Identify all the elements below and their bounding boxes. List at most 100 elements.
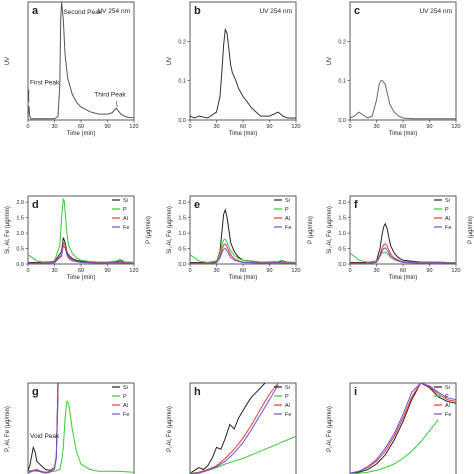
x-tick-label: 30 xyxy=(51,124,57,130)
series-line-p xyxy=(350,251,456,264)
y-axis-label: UV xyxy=(167,57,173,65)
y-tick-label: 2.0 xyxy=(338,200,346,206)
series-line-p xyxy=(350,419,439,474)
series-line-fe xyxy=(350,383,456,474)
y-tick-label: 1.0 xyxy=(178,231,186,237)
plot-frame xyxy=(189,382,297,474)
y-axis-label: Si, Al, Fe (µg/min) xyxy=(167,206,173,254)
x-tick-label: 60 xyxy=(78,124,84,130)
series-line-fe xyxy=(190,384,279,474)
y2-axis-label: P (µg/min) xyxy=(308,216,314,244)
legend-label: Si xyxy=(123,198,128,204)
x-axis-label: Time (min) xyxy=(67,275,95,281)
peak-label: Third Peak xyxy=(94,91,126,98)
x-tick-label: 60 xyxy=(400,268,406,274)
plot-frame xyxy=(27,1,135,121)
legend-label: Si xyxy=(445,385,450,391)
legend-label: P xyxy=(445,394,449,400)
x-tick-label: 60 xyxy=(240,124,246,130)
plot-frame xyxy=(189,1,297,121)
x-axis-label: Time (min) xyxy=(229,275,257,281)
panel-c: 0 30 60 90 120 Time (min) 0.0 0.1 0.2 UV c UV 254 n… xyxy=(327,1,461,137)
y-tick-label: 0.1 xyxy=(338,79,346,85)
plot-frame xyxy=(349,382,457,474)
y2-axis-label: P (µg/min) xyxy=(146,216,152,244)
panel-d: 0 30 60 90 120 Time (min) 0.0 0.5 1.0 1.5 2.0 Si, A… xyxy=(5,195,152,281)
panel-letter: e xyxy=(194,199,200,211)
y-tick-label: 0.0 xyxy=(338,262,346,268)
y-tick-label: 1.5 xyxy=(16,216,24,222)
plot-frame xyxy=(27,195,135,265)
y-axis-label: Si, Al, Fe (µg/min) xyxy=(5,206,11,254)
x-axis-label: Time (min) xyxy=(389,275,417,281)
legend-label: Al xyxy=(285,216,290,222)
panel-letter: a xyxy=(32,5,39,17)
panel-b: 0 30 60 90 120 Time (min) 0.0 0.1 0.2 UV b UV 254 n… xyxy=(167,1,301,137)
series-line-al xyxy=(350,383,456,474)
y-tick-label: 0.5 xyxy=(178,247,186,253)
x-tick-label: 90 xyxy=(266,124,272,130)
series-line-uv xyxy=(28,2,134,120)
x-tick-label: 0 xyxy=(348,268,351,274)
x-tick-label: 120 xyxy=(291,268,300,274)
legend-label: Si xyxy=(285,198,290,204)
legend-label: Fe xyxy=(123,225,129,231)
legend-label: Fe xyxy=(123,412,129,418)
legend-label: Fe xyxy=(285,225,291,231)
x-tick-label: 30 xyxy=(213,268,219,274)
annotation-uv: UV 254 nm xyxy=(259,8,292,15)
panel-e: 0 30 60 90 120 Time (min) 0.0 0.5 1.0 1.5 2.0 Si, A… xyxy=(167,195,314,281)
peak-label: Second Peak xyxy=(63,9,102,16)
legend-label: Si xyxy=(123,385,128,391)
series-line-si xyxy=(350,222,456,263)
series-line-fe xyxy=(28,244,134,264)
series-line-si xyxy=(190,383,266,474)
x-tick-label: 90 xyxy=(266,268,272,274)
y-tick-label: 0.0 xyxy=(338,118,346,124)
x-tick-label: 90 xyxy=(104,268,110,274)
x-tick-label: 0 xyxy=(26,124,29,130)
legend-label: P xyxy=(123,207,127,213)
y-tick-label: 1.0 xyxy=(16,231,24,237)
legend-label: Fe xyxy=(445,225,451,231)
plot-frame xyxy=(27,382,135,474)
panel-g: P, Al, Fe (µg/min) g Void Peak Si P Al Fe xyxy=(5,382,135,474)
series-line-p xyxy=(28,197,134,264)
legend-label: Si xyxy=(445,198,450,204)
y-axis-label: UV xyxy=(5,57,11,65)
y-axis-label: P, Al, Fe (µg/min) xyxy=(327,406,333,452)
x-tick-label: 30 xyxy=(373,124,379,130)
legend-label: P xyxy=(123,394,127,400)
panel-letter: g xyxy=(32,386,39,398)
y-tick-label: 0.2 xyxy=(338,39,346,45)
series-line-si xyxy=(28,237,134,263)
panel-letter: f xyxy=(354,199,358,211)
annotation-uv: UV 254 nm xyxy=(97,8,130,15)
peak-label: First Peak xyxy=(30,80,60,87)
y-axis-label: P, Al, Fe (µg/min) xyxy=(167,406,173,452)
annotation-uv: UV 254 nm xyxy=(419,8,452,15)
y-tick-label: 0.0 xyxy=(178,262,186,268)
y-tick-label: 0.2 xyxy=(178,39,186,45)
series-line-uv xyxy=(190,27,296,119)
legend-label: Al xyxy=(123,403,128,409)
x-tick-label: 120 xyxy=(451,268,460,274)
y-tick-label: 1.0 xyxy=(338,231,346,237)
legend-label: P xyxy=(445,207,449,213)
panel-f: 0 30 60 90 120 Time (min) 0.0 0.5 1.0 1.5 2.0 Si, A… xyxy=(327,195,474,281)
x-tick-label: 30 xyxy=(213,124,219,130)
legend-label: Al xyxy=(285,403,290,409)
panel-letter: b xyxy=(194,5,201,17)
x-tick-label: 60 xyxy=(78,268,84,274)
y-tick-label: 0.5 xyxy=(338,247,346,253)
legend-label: P xyxy=(285,207,289,213)
legend-label: Al xyxy=(445,216,450,222)
x-axis-label: Time (min) xyxy=(67,131,95,137)
plot-frame xyxy=(349,195,457,265)
x-tick-label: 30 xyxy=(373,268,379,274)
y-tick-label: 1.5 xyxy=(338,216,346,222)
y-tick-label: 1.5 xyxy=(178,216,186,222)
legend-label: P xyxy=(285,394,289,400)
x-tick-label: 90 xyxy=(426,268,432,274)
